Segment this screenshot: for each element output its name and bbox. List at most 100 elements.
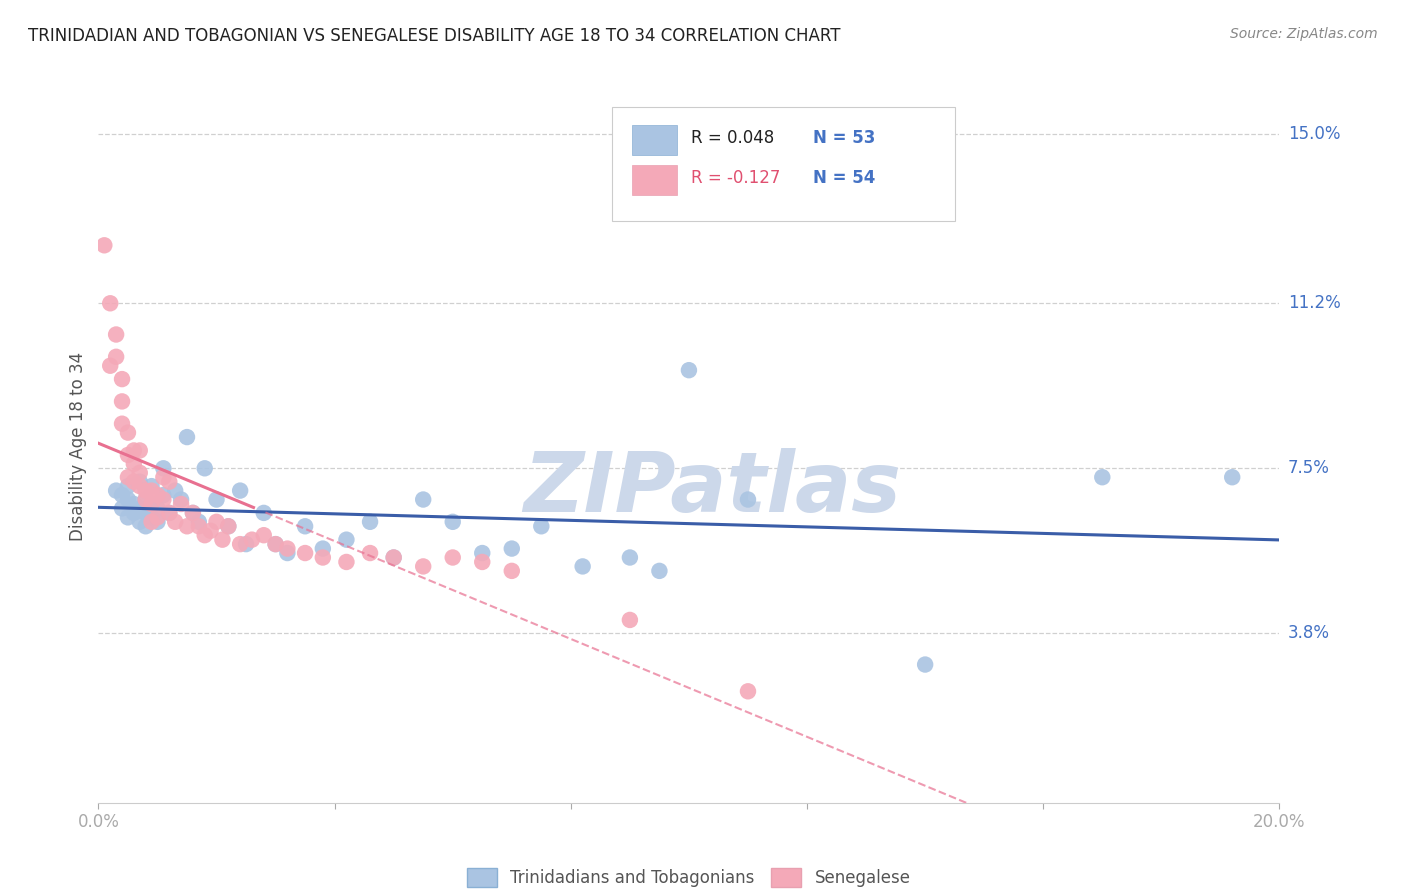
Text: N = 54: N = 54 (813, 169, 876, 186)
Point (471, 546, 494, 560)
Point (146, 515, 169, 529)
Point (335, 533, 357, 547)
Point (264, 537, 287, 551)
Point (1091, 470, 1114, 484)
Point (737, 684, 759, 698)
Point (253, 528, 276, 542)
Point (122, 475, 145, 489)
Point (194, 461, 217, 475)
Point (276, 541, 298, 556)
Point (382, 550, 405, 565)
Point (294, 546, 316, 560)
Point (441, 550, 464, 565)
Point (141, 479, 163, 493)
Point (253, 506, 276, 520)
Y-axis label: Disability Age 18 to 34: Disability Age 18 to 34 (69, 351, 87, 541)
Point (194, 528, 217, 542)
Point (312, 541, 335, 556)
Point (200, 524, 222, 538)
Point (571, 559, 593, 574)
Point (619, 550, 641, 565)
Point (111, 394, 134, 409)
Point (111, 501, 134, 516)
Point (128, 479, 150, 493)
Point (98, 359, 121, 373)
Point (619, 613, 641, 627)
Text: 11.2%: 11.2% (1288, 294, 1340, 312)
Point (312, 550, 335, 565)
Point (294, 519, 316, 533)
Point (235, 537, 257, 551)
Point (111, 417, 134, 431)
Point (122, 506, 145, 520)
Point (141, 497, 163, 511)
Point (205, 515, 228, 529)
Point (501, 541, 523, 556)
Point (117, 425, 139, 440)
Point (157, 506, 180, 520)
Point (181, 506, 204, 520)
Point (111, 372, 134, 386)
Text: 7.5%: 7.5% (1288, 459, 1330, 477)
Point (176, 430, 198, 444)
Point (105, 327, 128, 342)
Point (335, 555, 357, 569)
Point (146, 501, 169, 516)
Point (152, 492, 174, 507)
Point (187, 515, 209, 529)
Point (359, 546, 381, 560)
Point (117, 470, 139, 484)
Point (122, 457, 145, 471)
Point (211, 533, 233, 547)
Legend: Trinidadians and Tobagonians, Senegalese: Trinidadians and Tobagonians, Senegalese (467, 868, 911, 888)
Point (146, 488, 169, 502)
Text: Source: ZipAtlas.com: Source: ZipAtlas.com (1230, 27, 1378, 41)
Point (229, 537, 252, 551)
Point (157, 475, 180, 489)
Point (229, 483, 252, 498)
Point (117, 492, 139, 507)
Point (135, 492, 157, 507)
Point (737, 492, 759, 507)
FancyBboxPatch shape (612, 107, 955, 221)
Point (264, 537, 287, 551)
Point (105, 350, 128, 364)
Text: ZIPatlas: ZIPatlas (523, 449, 901, 529)
Point (170, 497, 193, 511)
Point (135, 483, 157, 498)
Point (135, 519, 157, 533)
Point (914, 657, 936, 672)
Point (165, 483, 187, 498)
Text: TRINIDADIAN AND TOBAGONIAN VS SENEGALESE DISABILITY AGE 18 TO 34 CORRELATION CHA: TRINIDADIAN AND TOBAGONIAN VS SENEGALESE… (28, 27, 841, 45)
Point (141, 497, 163, 511)
Point (678, 363, 700, 377)
Point (412, 559, 434, 574)
Point (105, 483, 128, 498)
Point (152, 488, 174, 502)
Point (217, 519, 239, 533)
Point (117, 448, 139, 462)
Point (165, 515, 187, 529)
Point (128, 466, 150, 480)
Point (157, 506, 180, 520)
Point (135, 506, 157, 520)
Point (111, 488, 134, 502)
Point (141, 515, 163, 529)
Point (128, 475, 150, 489)
FancyBboxPatch shape (633, 125, 678, 155)
Point (141, 483, 163, 498)
Point (412, 492, 434, 507)
Point (128, 501, 150, 516)
Text: R = 0.048: R = 0.048 (692, 128, 775, 146)
Point (122, 443, 145, 458)
Point (276, 546, 298, 560)
Point (1220, 470, 1243, 484)
Point (217, 519, 239, 533)
Point (471, 555, 494, 569)
Point (93, 238, 115, 252)
Point (501, 564, 523, 578)
Text: 3.8%: 3.8% (1288, 624, 1330, 642)
Text: R = -0.127: R = -0.127 (692, 169, 780, 186)
Point (648, 564, 671, 578)
Point (359, 515, 381, 529)
